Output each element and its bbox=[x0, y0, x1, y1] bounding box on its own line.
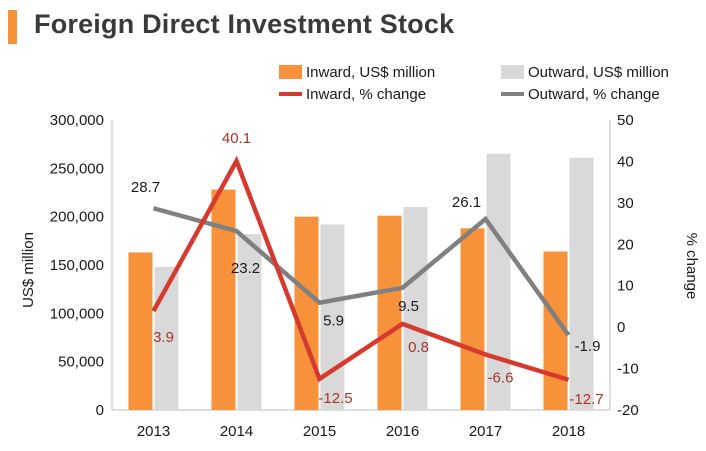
data-label-inward: 40.1 bbox=[222, 130, 251, 147]
line-inward-change bbox=[151, 155, 570, 383]
y-tick-label: 100,000 bbox=[50, 305, 104, 322]
legend-label-inward-bar: Inward, US$ million bbox=[306, 64, 435, 81]
bar-inward bbox=[377, 215, 402, 410]
data-label-outward: 5.9 bbox=[323, 313, 344, 330]
bar-outward bbox=[237, 234, 262, 410]
y-tick-label: 150,000 bbox=[50, 257, 104, 274]
legend-swatch-outward-bar bbox=[501, 65, 524, 79]
title-accent-bar bbox=[8, 10, 17, 44]
x-tick-label: 2016 bbox=[386, 423, 419, 440]
bar-inward bbox=[211, 189, 236, 410]
bar-outward bbox=[569, 157, 594, 410]
chart-title: Foreign Direct Investment Stock bbox=[34, 9, 455, 39]
bars bbox=[128, 153, 594, 411]
data-label-outward: 26.1 bbox=[452, 194, 481, 211]
y2-tick-label: 30 bbox=[617, 195, 634, 212]
bar-inward bbox=[294, 216, 319, 410]
data-label-outward: -1.9 bbox=[575, 338, 601, 355]
bar-outward bbox=[403, 207, 428, 410]
x-tick-label: 2018 bbox=[552, 423, 585, 440]
y2-tick-label: -10 bbox=[617, 361, 639, 378]
legend-label-outward-bar: Outward, US$ million bbox=[528, 64, 669, 81]
bar-outward bbox=[320, 224, 345, 410]
x-tick-label: 2015 bbox=[303, 423, 336, 440]
bar-inward bbox=[460, 228, 485, 410]
data-label-inward: 3.9 bbox=[153, 329, 174, 346]
y2-tick-label: 50 bbox=[617, 112, 634, 129]
data-label-outward: 28.7 bbox=[131, 179, 160, 196]
legend-label-outward-line: Outward, % change bbox=[528, 86, 660, 103]
y2-tick-label: 40 bbox=[617, 153, 634, 170]
legend: Inward, US$ million Outward, US$ million… bbox=[279, 64, 669, 103]
bar-inward bbox=[128, 252, 153, 410]
x-tick-label: 2013 bbox=[137, 423, 170, 440]
line-outward-change bbox=[152, 206, 571, 337]
data-label-outward: 9.5 bbox=[398, 298, 419, 315]
y-tick-label: 50,000 bbox=[58, 354, 104, 371]
legend-label-inward-line: Inward, % change bbox=[306, 86, 426, 103]
axes: 300,000 250,000 200,000 150,000 100,000 50,00… bbox=[50, 112, 639, 440]
data-label-inward: -6.6 bbox=[488, 369, 514, 386]
data-labels: 3.9 40.1 -12.5 0.8 -6.6 -12.7 28.7 23.2 5.9 9.5 26… bbox=[131, 130, 604, 408]
y2-tick-label: 0 bbox=[617, 319, 625, 336]
y-tick-label: 200,000 bbox=[50, 209, 104, 226]
y-tick-label: 250,000 bbox=[50, 160, 104, 177]
data-label-inward: -12.7 bbox=[569, 391, 603, 408]
x-tick-label: 2017 bbox=[469, 423, 502, 440]
bar-outward bbox=[486, 153, 511, 411]
x-tick-label: 2014 bbox=[220, 423, 253, 440]
y2-tick-label: 20 bbox=[617, 236, 634, 253]
data-label-outward: 23.2 bbox=[231, 260, 260, 277]
data-label-inward: -12.5 bbox=[318, 390, 352, 407]
legend-swatch-inward-bar bbox=[279, 65, 302, 79]
y2-tick-label: -20 bbox=[617, 402, 639, 419]
y-axis-label: US$ million bbox=[20, 232, 37, 308]
y-tick-label: 300,000 bbox=[50, 112, 104, 129]
y-tick-label: 0 bbox=[96, 402, 104, 419]
y2-tick-label: 10 bbox=[617, 278, 634, 295]
data-label-inward: 0.8 bbox=[408, 339, 429, 356]
y2-axis-label: % change bbox=[683, 233, 700, 300]
lines bbox=[151, 155, 571, 383]
